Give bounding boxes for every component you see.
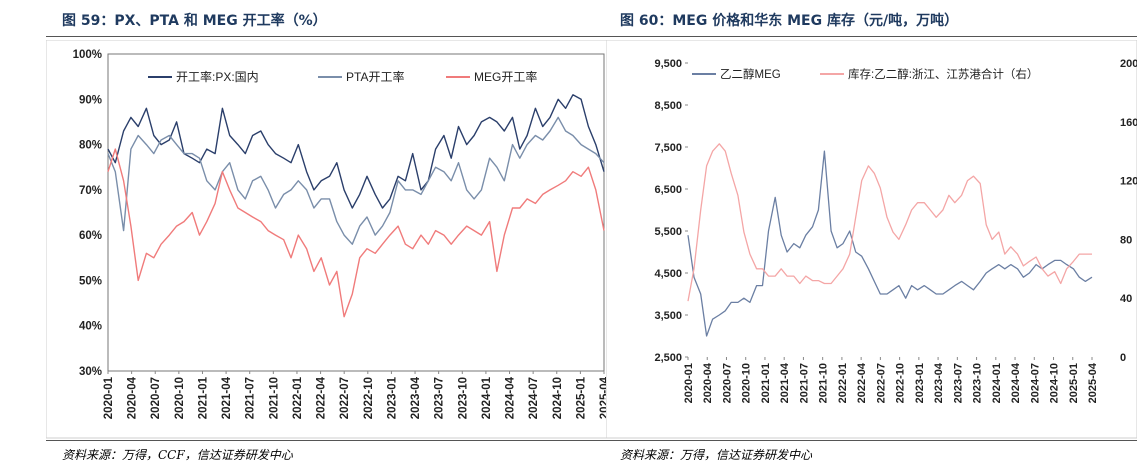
y-tick-label: 100% (73, 49, 102, 61)
x-tick-label: 2024-01 (481, 376, 493, 419)
x-tick-label: 2025-01 (1068, 363, 1080, 403)
x-tick-label: 2020-07 (150, 377, 162, 419)
x-tick-label: 2023-07 (952, 363, 964, 403)
right-bottom-rule (606, 440, 1137, 441)
x-tick-label: 2021-01 (197, 376, 209, 419)
x-tick-label: 2023-10 (972, 363, 984, 403)
x-tick-label: 2020-04 (127, 376, 139, 419)
x-tick-label: 2021-10 (268, 377, 280, 419)
right-y-tick-label: 0 (1120, 352, 1126, 364)
x-tick-label: 2020-04 (702, 362, 714, 403)
x-tick-label: 2023-01 (386, 376, 398, 419)
y-tick-label: 7,500 (654, 142, 682, 154)
x-tick-label: 2020-01 (683, 363, 695, 403)
plot-area (687, 62, 1093, 358)
left-source-note: 资料来源：万得，CCF，信达证券研发中心 (62, 448, 293, 462)
x-tick-label: 2020-01 (103, 376, 115, 419)
x-tick-label: 2023-07 (434, 377, 446, 419)
x-tick-label: 2021-07 (245, 377, 257, 419)
x-tick-label: 2024-10 (1049, 363, 1061, 403)
left-figure-title: 图 59：PX、PTA 和 MEG 开工率（%） (62, 13, 327, 29)
y-tick-label: 4,500 (654, 268, 682, 280)
x-tick-label: 2022-07 (339, 377, 351, 419)
right-y-tick-label: 40 (1120, 293, 1132, 305)
right-y-tick-label: 200 (1120, 58, 1137, 70)
x-tick-label: 2020-07 (721, 363, 733, 403)
y-tick-label: 8,500 (654, 100, 682, 112)
left-chart: 30% 40% 50% 60% 70% 80% 90% 100% 2020-01 2020-04 2… (46, 40, 615, 439)
legend-label-1: 乙二醇MEG (720, 67, 781, 81)
x-tick-label: 2022-01 (837, 363, 849, 403)
x-tick-label: 2020-10 (741, 363, 753, 403)
x-tick-label: 2023-04 (933, 362, 945, 403)
right-figure-title: 图 60：MEG 价格和华东 MEG 库存（元/吨，万吨） (620, 13, 959, 29)
left-bottom-rule (46, 440, 610, 441)
y-tick-label: 6,500 (654, 184, 682, 196)
x-tick-label: 2023-01 (914, 363, 926, 403)
x-tick-label: 2024-07 (528, 377, 540, 419)
x-tick-label: 2022-10 (363, 377, 375, 419)
y-tick-label: 50% (79, 275, 102, 287)
x-tick-label: 2021-04 (221, 376, 233, 419)
x-tick-label: 2021-04 (779, 362, 791, 403)
x-tick-label: 2025-01 (575, 376, 587, 419)
y-tick-label: 9,500 (654, 58, 682, 70)
x-tick-label: 2022-04 (316, 376, 328, 419)
x-tick-label: 2025-04 (1087, 362, 1099, 403)
y-tick-label: 60% (79, 230, 102, 242)
x-tick-label: 2024-04 (1010, 362, 1022, 403)
right-y-tick-label: 160 (1120, 117, 1137, 129)
series-line-3 (107, 148, 605, 318)
x-tick-label: 2021-07 (798, 363, 810, 403)
x-tick-label: 2020-10 (174, 377, 186, 419)
series-line-2 (687, 143, 1092, 302)
legend-label-2: 库存:乙二醇:浙江、江苏港合计（右） (848, 67, 1038, 81)
x-tick-label: 2024-04 (505, 376, 517, 419)
x-tick-label: 2024-01 (991, 363, 1003, 403)
legend-label-2: PTA开工率 (346, 69, 404, 84)
y-tick-label: 3,500 (654, 310, 682, 322)
series-line-1 (687, 150, 1093, 337)
legend-label-1: 开工率:PX:国内 (176, 69, 259, 84)
x-tick-label: 2022-04 (856, 362, 868, 403)
x-tick-label: 2023-04 (410, 376, 422, 419)
y-tick-label: 40% (79, 321, 102, 333)
x-tick-label: 2022-10 (895, 363, 907, 403)
x-tick-label: 2022-01 (292, 376, 304, 419)
y-tick-label: 30% (79, 366, 102, 378)
right-source-note: 资料来源：万得，信达证券研发中心 (620, 448, 813, 462)
right-title-rule (606, 36, 1137, 37)
left-title-rule (46, 36, 610, 37)
plot-area (107, 53, 605, 372)
x-tick-label: 2022-07 (875, 363, 887, 403)
x-tick-label: 2021-01 (760, 363, 772, 403)
right-y-tick-label: 80 (1120, 234, 1132, 246)
y-tick-label: 90% (79, 94, 102, 106)
x-tick-label: 2021-10 (818, 363, 830, 403)
right-chart: 2,500 3,500 4,500 5,500 6,500 7,500 8,500 9,500… (606, 40, 1137, 439)
legend-label-3: MEG开工率 (474, 69, 537, 84)
x-tick-label: 2024-10 (552, 377, 564, 419)
series-line-1 (107, 94, 605, 209)
series-line-2 (107, 116, 605, 245)
x-tick-label: 2023-10 (457, 377, 469, 419)
right-y-tick-label: 120 (1120, 176, 1137, 188)
y-tick-label: 80% (79, 140, 102, 152)
x-tick-label: 2024-07 (1029, 363, 1041, 403)
y-tick-label: 70% (79, 185, 102, 197)
y-tick-label: 2,500 (654, 352, 682, 364)
y-tick-label: 5,500 (654, 226, 682, 238)
